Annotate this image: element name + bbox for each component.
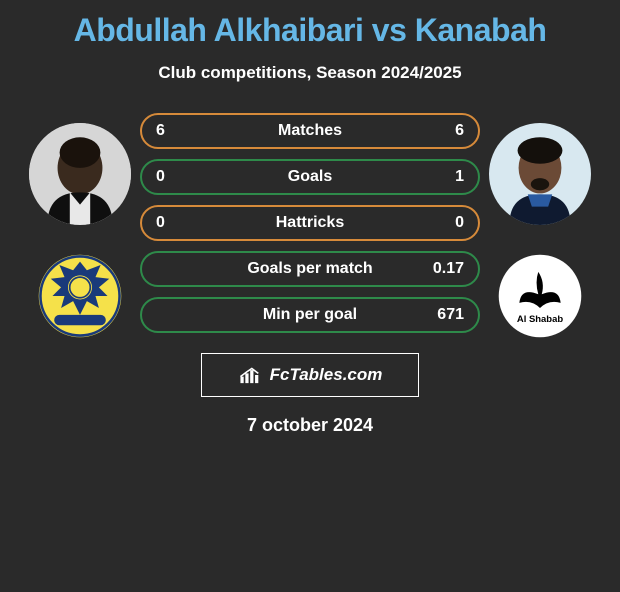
stat-left-value: 6: [156, 122, 165, 140]
chart-icon: [238, 365, 264, 385]
page-title: Abdullah Alkhaibari vs Kanabah: [0, 12, 620, 49]
stat-right-value: 671: [437, 306, 464, 324]
stat-left-value: 0: [156, 168, 165, 186]
brand-box: FcTables.com: [201, 353, 419, 397]
player-left-portrait-icon: [29, 123, 131, 225]
comparison-content: 6 Matches 6 0 Goals 1 0 Hattricks 0 Goal…: [0, 113, 620, 339]
date-text: 7 october 2024: [0, 415, 620, 436]
stat-label: Min per goal: [263, 306, 357, 324]
stat-right-value: 0: [455, 214, 464, 232]
stat-label: Matches: [278, 122, 342, 140]
stat-label: Hattricks: [276, 214, 344, 232]
stat-label: Goals per match: [247, 260, 372, 278]
stat-right-value: 6: [455, 122, 464, 140]
club-right-crest-icon: Al Shabab: [497, 253, 583, 339]
stat-row-goals: 0 Goals 1: [140, 159, 480, 195]
player-right-avatar: [489, 123, 591, 225]
club-left-crest-icon: [37, 253, 123, 339]
subtitle: Club competitions, Season 2024/2025: [0, 63, 620, 83]
brand-text: FcTables.com: [270, 365, 383, 385]
svg-text:Al Shabab: Al Shabab: [517, 314, 563, 325]
stat-right-value: 0.17: [433, 260, 464, 278]
player-right-portrait-icon: [489, 123, 591, 225]
stats-rows: 6 Matches 6 0 Goals 1 0 Hattricks 0 Goal…: [140, 113, 480, 333]
stat-row-hattricks: 0 Hattricks 0: [140, 205, 480, 241]
stat-row-matches: 6 Matches 6: [140, 113, 480, 149]
right-column: Al Shabab: [480, 113, 600, 339]
stat-right-value: 1: [455, 168, 464, 186]
club-left-badge: [37, 253, 123, 339]
stat-label: Goals: [288, 168, 332, 186]
player-left-avatar: [29, 123, 131, 225]
stat-row-mpg: Min per goal 671: [140, 297, 480, 333]
stat-row-gpm: Goals per match 0.17: [140, 251, 480, 287]
left-column: [20, 113, 140, 339]
stat-left-value: 0: [156, 214, 165, 232]
club-right-badge: Al Shabab: [497, 253, 583, 339]
